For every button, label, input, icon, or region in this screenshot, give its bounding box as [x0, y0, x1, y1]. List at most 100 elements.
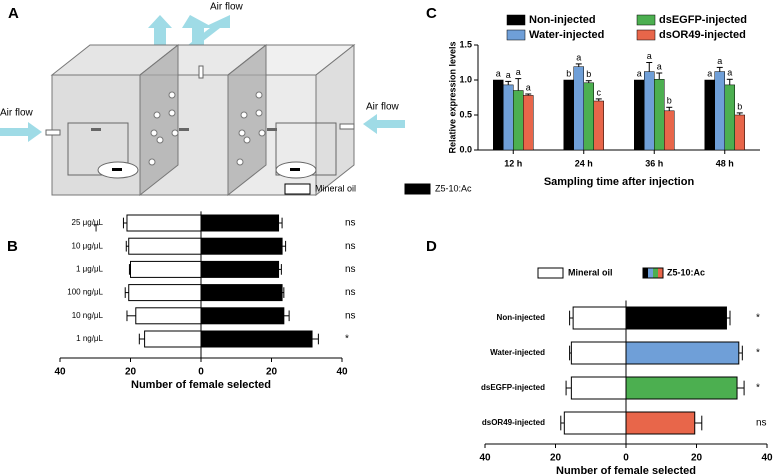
- bar: [724, 84, 735, 151]
- category-label: 10 ng/μL: [72, 311, 104, 320]
- legend-swatch: [404, 183, 431, 195]
- significance-label: ns: [345, 310, 356, 321]
- significance-label: ns: [756, 418, 767, 429]
- bar: [128, 237, 202, 255]
- y-tick-label: 0.5: [459, 109, 472, 119]
- significance-letter: a: [657, 61, 662, 71]
- legend-swatch: [506, 14, 526, 26]
- air-flow-label: Air flow: [210, 2, 244, 13]
- bar: [570, 341, 627, 365]
- x-tick-label: 40: [336, 367, 348, 378]
- panel-label: D: [426, 238, 437, 255]
- category-label: 25 μg/μL: [72, 218, 104, 227]
- mesh-holes: [148, 91, 266, 166]
- air-flow-label: Air flow: [366, 102, 400, 113]
- arrow: [0, 122, 42, 142]
- x-tick-label: 0: [198, 367, 204, 378]
- bar: [714, 71, 725, 151]
- bar: [200, 330, 313, 348]
- significance-letter: b: [586, 69, 591, 79]
- bar: [135, 307, 202, 325]
- bar: [572, 306, 627, 330]
- bar: [130, 260, 202, 278]
- bar: [573, 66, 584, 151]
- port: [339, 123, 355, 130]
- chamber-side: [315, 43, 355, 197]
- significance-letter: a: [717, 56, 722, 66]
- panel-label: B: [7, 238, 18, 255]
- significance-label: *: [756, 313, 760, 324]
- bar: [563, 411, 627, 435]
- x-tick-label: 0: [623, 453, 629, 464]
- bar: [654, 79, 665, 151]
- bar: [625, 306, 727, 330]
- bar: [593, 100, 604, 151]
- cage: [67, 122, 129, 176]
- x-tick-label: 12 h: [504, 158, 522, 168]
- y-axis-title: Relative expression levels: [447, 41, 457, 153]
- legend-label: Water-injected: [529, 29, 604, 41]
- y-tick-label: 0.0: [459, 144, 472, 154]
- bar: [625, 376, 738, 400]
- x-tick-label: 20: [125, 367, 137, 378]
- category-label: 1 μg/μL: [76, 265, 104, 274]
- hole: [91, 128, 101, 131]
- y-tick-label: 1.0: [459, 74, 472, 84]
- bar: [200, 260, 280, 278]
- x-tick-label: 20: [691, 453, 703, 464]
- significance-label: *: [756, 348, 760, 359]
- legend-label: dsEGFP-injected: [659, 14, 747, 26]
- legend-swatch: [643, 268, 648, 278]
- bar: [503, 84, 514, 151]
- significance-letter: a: [516, 67, 521, 77]
- significance-label: *: [756, 383, 760, 394]
- significance-letter: b: [737, 101, 742, 111]
- legend-swatch: [658, 268, 663, 278]
- x-tick-label: 20: [266, 367, 278, 378]
- bar: [200, 284, 283, 302]
- significance-label: *: [345, 334, 349, 345]
- category-label: Non-injected: [497, 313, 546, 322]
- significance-letter: a: [576, 52, 581, 62]
- significance-letter: a: [647, 51, 652, 61]
- significance-label: ns: [345, 287, 356, 298]
- bar: [704, 79, 715, 151]
- bar: [625, 411, 696, 435]
- bar: [563, 79, 574, 151]
- legend-swatch: [506, 29, 526, 41]
- significance-letter: a: [727, 68, 732, 78]
- lure: [290, 168, 300, 171]
- significance-label: ns: [345, 264, 356, 275]
- bar: [200, 214, 280, 232]
- significance-letter: a: [506, 70, 511, 80]
- significance-letter: a: [707, 68, 712, 78]
- legend-swatch: [284, 183, 311, 195]
- legend-label: Non-injected: [529, 14, 596, 26]
- bar: [200, 307, 285, 325]
- legend-swatch: [648, 268, 653, 278]
- legend-swatch: [537, 267, 564, 279]
- bar: [523, 95, 534, 151]
- arrow: [182, 15, 214, 45]
- bar: [664, 110, 675, 151]
- category-label: dsEGFP-injected: [481, 383, 545, 392]
- bar: [493, 79, 504, 151]
- bar: [144, 330, 202, 348]
- air-flow-label: Air flow: [0, 108, 34, 119]
- legend-label: Mineral oil: [568, 267, 613, 277]
- legend-swatch-border: [642, 267, 664, 279]
- legend-label: Mineral oil: [315, 183, 356, 193]
- x-tick-label: 40: [479, 453, 491, 464]
- bar: [513, 90, 524, 151]
- legend-label: dsOR49-injected: [659, 29, 746, 41]
- significance-letter: c: [597, 87, 602, 97]
- significance-letter: a: [637, 68, 642, 78]
- bar: [583, 82, 594, 151]
- x-axis-title: Number of female selected: [556, 465, 696, 475]
- lure: [112, 168, 122, 171]
- significance-letter: b: [566, 68, 571, 78]
- significance-label: ns: [345, 241, 356, 252]
- legend-label: Z5-10:Ac: [667, 267, 705, 277]
- arrow: [188, 15, 230, 45]
